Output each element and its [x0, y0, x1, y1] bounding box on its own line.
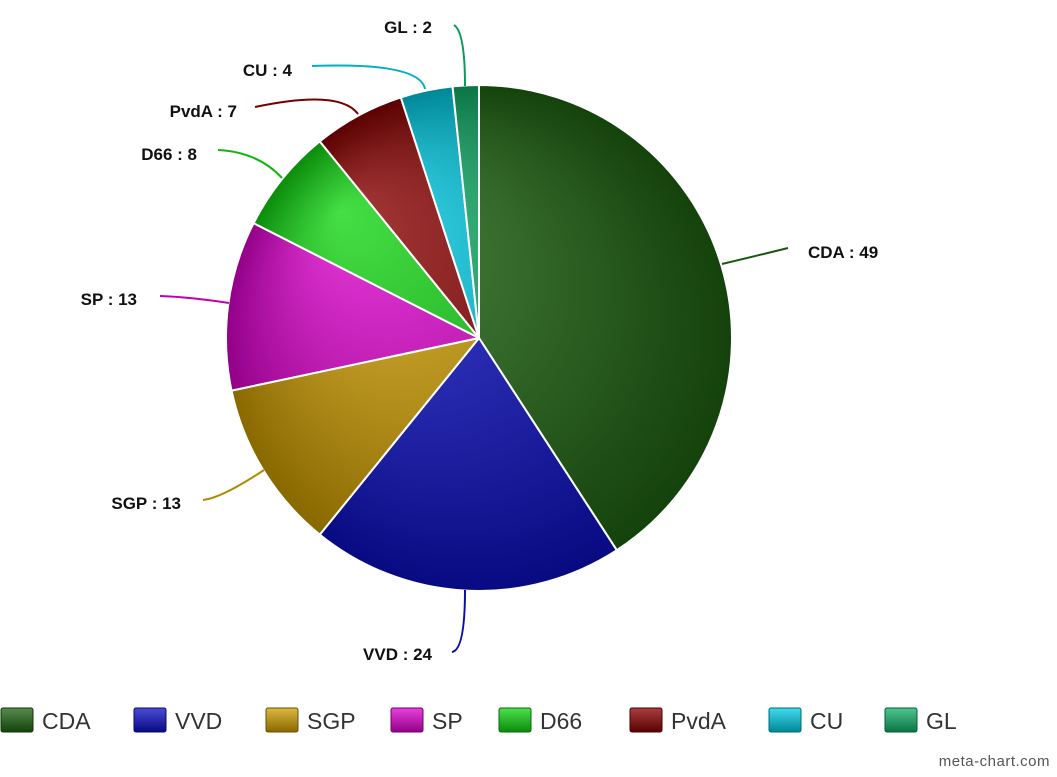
slice-label-sp: SP : 13 — [81, 290, 137, 309]
slice-label-vvd: VVD : 24 — [363, 645, 433, 664]
legend-item-cda[interactable]: CDA — [0, 707, 91, 734]
legend-swatch-gl — [884, 707, 918, 733]
legend-label-sp: SP — [432, 708, 463, 734]
legend-swatch-sp — [390, 707, 424, 733]
legend-label-d66: D66 — [540, 708, 582, 734]
legend-label-sgp: SGP — [307, 708, 356, 734]
legend-swatch-cda — [0, 707, 34, 733]
legend-item-vvd[interactable]: VVD — [133, 707, 222, 734]
legend-item-pvda[interactable]: PvdA — [629, 707, 727, 734]
legend-swatch-cu — [768, 707, 802, 733]
legend-item-cu[interactable]: CU — [768, 707, 843, 734]
legend-item-gl[interactable]: GL — [884, 707, 957, 734]
legend-swatch-pvda — [629, 707, 663, 733]
slice-label-d66: D66 : 8 — [141, 145, 197, 164]
slice-label-cu: CU : 4 — [243, 61, 293, 80]
legend-label-cu: CU — [810, 708, 843, 734]
legend-label-cda: CDA — [42, 708, 91, 734]
chart-legend: CDA VVD SGP SP D66 PvdA CU GL — [0, 707, 957, 734]
slice-label-pvda: PvdA : 7 — [170, 102, 237, 121]
slice-labels: CDA : 49 VVD : 24 SGP : 13 SP : 13 D66 : 8 Pv… — [81, 18, 879, 664]
legend-item-d66[interactable]: D66 — [498, 707, 582, 734]
leader-line-sp — [159, 295, 230, 304]
leader-line-pvda — [254, 98, 359, 115]
leader-line-vvd — [451, 589, 466, 653]
watermark-text: meta-chart.com — [939, 753, 1050, 770]
slice-label-cda: CDA : 49 — [808, 243, 878, 262]
slice-label-gl: GL : 2 — [384, 18, 432, 37]
leader-lines — [159, 24, 789, 653]
leader-line-d66 — [217, 149, 283, 179]
legend-swatch-vvd — [133, 707, 167, 733]
pie-slice-sp[interactable] — [225, 222, 480, 392]
legend-label-pvda: PvdA — [671, 708, 727, 734]
leader-line-cu — [311, 64, 426, 90]
legend-swatch-d66 — [498, 707, 532, 733]
leader-line-sgp — [202, 469, 265, 501]
legend-label-gl: GL — [926, 708, 957, 734]
pie-slices — [225, 84, 733, 592]
legend-item-sgp[interactable]: SGP — [265, 707, 356, 734]
legend-label-vvd: VVD — [175, 708, 222, 734]
slice-label-sgp: SGP : 13 — [111, 494, 181, 513]
leader-line-cda — [721, 247, 789, 265]
legend-item-sp[interactable]: SP — [390, 707, 463, 734]
legend-swatch-sgp — [265, 707, 299, 733]
leader-line-gl — [453, 24, 466, 87]
